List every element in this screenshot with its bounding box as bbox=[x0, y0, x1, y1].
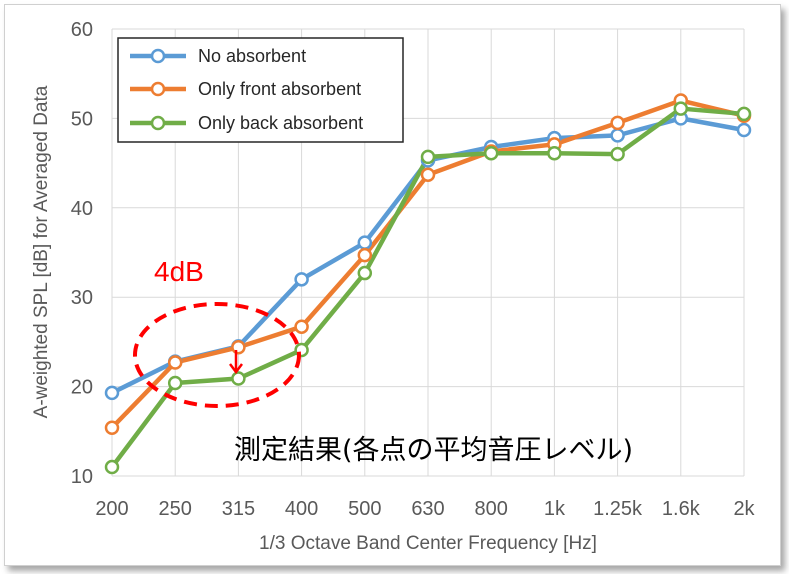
legend-marker-no-absorbent bbox=[150, 48, 166, 64]
data-point-only-back-absorbent bbox=[231, 371, 246, 386]
legend-marker-only-back-absorbent bbox=[150, 115, 166, 131]
y-axis-ticks: 10 20 30 40 50 60 bbox=[71, 19, 93, 488]
data-point-only-front-absorbent bbox=[104, 420, 120, 435]
data-point-only-front-absorbent bbox=[294, 319, 309, 334]
x-tick-label: 1.25k bbox=[593, 498, 643, 520]
data-point-only-front-absorbent bbox=[610, 115, 625, 131]
x-tick-label: 400 bbox=[285, 498, 318, 520]
legend-label-no-absorbent: No absorbent bbox=[198, 46, 306, 66]
data-point-only-back-absorbent bbox=[547, 146, 562, 161]
x-tick-label: 315 bbox=[222, 498, 255, 520]
data-point-no-absorbent bbox=[610, 128, 625, 143]
data-point-no-absorbent bbox=[294, 272, 309, 287]
legend-item-only-front-absorbent: Only front absorbent bbox=[130, 79, 361, 99]
x-tick-label: 2k bbox=[733, 498, 755, 520]
legend-marker-only-front-absorbent bbox=[150, 81, 166, 97]
difference-arrow bbox=[229, 350, 243, 375]
difference-arrow-head bbox=[229, 363, 243, 375]
data-point-only-back-absorbent bbox=[420, 149, 436, 165]
y-tick-label: 40 bbox=[71, 198, 93, 220]
x-tick-label: 200 bbox=[95, 498, 128, 520]
x-axis-title: 1/3 Octave Band Center Frequency [Hz] bbox=[259, 533, 597, 554]
y-tick-label: 50 bbox=[71, 108, 93, 130]
x-tick-label: 1k bbox=[544, 498, 566, 520]
data-point-only-back-absorbent bbox=[104, 459, 120, 475]
highlight-ellipse bbox=[133, 302, 301, 408]
legend-item-no-absorbent: No absorbent bbox=[130, 46, 306, 66]
result-label: 測定結果(各点の平均音圧レベル) bbox=[234, 435, 633, 466]
data-point-only-front-absorbent bbox=[167, 355, 183, 370]
x-axis-ticks: 200 250 315 400 500 630 800 1k 1.25k 1.6k 2k bbox=[95, 498, 755, 520]
data-point-no-absorbent bbox=[736, 122, 752, 138]
y-tick-label: 60 bbox=[71, 19, 93, 41]
x-tick-label: 500 bbox=[348, 498, 381, 520]
legend-item-only-back-absorbent: Only back absorbent bbox=[130, 113, 363, 133]
y-tick-label: 10 bbox=[71, 466, 93, 488]
x-tick-label: 800 bbox=[475, 498, 508, 520]
x-tick-label: 1.6k bbox=[662, 498, 701, 520]
series-group bbox=[104, 93, 752, 475]
difference-label: 4dB bbox=[154, 256, 204, 287]
y-tick-label: 30 bbox=[71, 287, 93, 309]
x-tick-label: 250 bbox=[159, 498, 192, 520]
data-point-only-back-absorbent bbox=[483, 146, 499, 161]
data-point-only-back-absorbent bbox=[610, 146, 625, 162]
data-point-only-back-absorbent bbox=[673, 101, 689, 116]
data-point-only-back-absorbent bbox=[167, 375, 183, 391]
data-point-only-front-absorbent bbox=[420, 167, 436, 182]
data-point-only-front-absorbent bbox=[231, 340, 246, 355]
y-tick-label: 20 bbox=[71, 377, 93, 399]
legend: No absorbent Only front absorbent Only b… bbox=[117, 37, 404, 143]
legend-label-only-back-absorbent: Only back absorbent bbox=[198, 113, 363, 133]
data-point-only-back-absorbent bbox=[357, 265, 373, 281]
data-point-no-absorbent bbox=[357, 235, 373, 250]
y-axis-title: A-weighted SPL [dB] for Averaged Data bbox=[31, 85, 52, 418]
data-point-only-front-absorbent bbox=[357, 247, 373, 263]
legend-label-only-front-absorbent: Only front absorbent bbox=[198, 79, 361, 99]
x-tick-label: 630 bbox=[411, 498, 444, 520]
data-point-no-absorbent bbox=[104, 385, 120, 401]
data-point-only-back-absorbent bbox=[736, 106, 752, 122]
